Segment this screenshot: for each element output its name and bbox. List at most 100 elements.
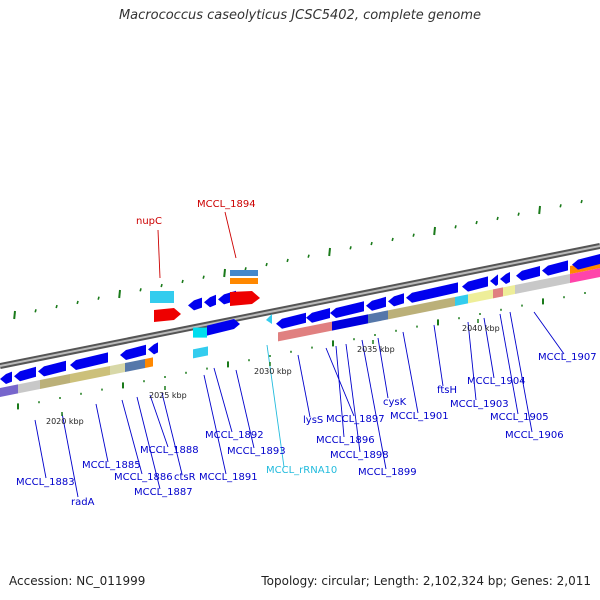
gene-label: ftsH: [437, 385, 457, 396]
gene-steelblue: [230, 270, 258, 276]
gene-arrow: [148, 342, 158, 355]
outer-tick: [307, 254, 310, 258]
outer-tick: [181, 279, 184, 284]
gene-arrow: [462, 276, 488, 292]
gene-arrow: [70, 352, 108, 370]
scale-labels: 2020 kbp 2025 kbp 2030 kbp 2035 kbp 2040 kbp: [46, 319, 500, 426]
mccl1894-arrow: [230, 291, 260, 306]
gene-label: MCCL_rRNA10: [266, 465, 337, 476]
tick-marks: [13, 199, 586, 410]
topology-text: Topology: circular; Length: 2,102,324 bp…: [261, 574, 591, 588]
leader-line: [335, 345, 345, 438]
leader-line: [533, 311, 565, 355]
outer-tick: [328, 247, 331, 257]
gene-label: MCCL_1904: [467, 376, 526, 387]
outer-tick: [496, 216, 499, 221]
outer-tick: [412, 233, 415, 237]
scale-label: 2030 kbp: [254, 367, 292, 376]
leader-line: [433, 324, 444, 387]
gene-arrow: [38, 360, 66, 377]
gene-label: MCCL_1893: [227, 446, 286, 457]
gene-arrow: [516, 266, 540, 281]
track-olive: [40, 374, 70, 389]
gene-label: lysS: [303, 415, 323, 426]
leader-line: [499, 313, 519, 415]
scale-label: 2020 kbp: [46, 417, 84, 426]
leader-line: [361, 339, 387, 470]
gene-arrow: [0, 371, 12, 384]
leader-line: [345, 343, 361, 453]
gene-arrow: [14, 366, 36, 382]
outer-tick: [517, 212, 520, 216]
gene-arrow: [388, 293, 404, 307]
leader-line: [213, 367, 233, 433]
gene-arrow: [204, 294, 216, 308]
gene-label: cysK: [383, 397, 407, 408]
leader-line: [61, 412, 79, 498]
track-grey: [515, 274, 570, 294]
track-blue: [332, 314, 368, 331]
gene-arrow: [120, 344, 146, 360]
gene-label: MCCL_1885: [82, 460, 141, 471]
leader-line: [297, 354, 311, 418]
scale-label: 2035 kbp: [357, 345, 395, 354]
leader-line: [95, 403, 109, 463]
gene-label: MCCL_1907: [538, 352, 597, 363]
leader-line: [467, 321, 477, 401]
outer-tick: [202, 275, 205, 279]
gene-label: MCCL_1892: [205, 430, 264, 441]
gene-label: MCCL_1901: [390, 411, 449, 422]
gene-orange: [230, 278, 258, 284]
gene-label: MCCL_1887: [134, 487, 193, 498]
track-purple: [0, 384, 18, 397]
track-magenta: [570, 268, 600, 283]
outer-tick: [580, 199, 583, 204]
leader-line: [157, 229, 161, 279]
gene-arrow: [500, 272, 510, 284]
gene-label: MCCL_1898: [330, 450, 389, 461]
gene-label: MCCL_1899: [358, 467, 417, 478]
gene-arrow: [207, 319, 240, 336]
outer-tick: [265, 262, 268, 267]
gene-label: MCCL_1894: [197, 199, 256, 210]
accession-text: Accession: NC_011999: [9, 574, 146, 588]
gene-arrow: [188, 297, 202, 311]
leader-line: [34, 419, 47, 479]
gene-arrow: [366, 296, 386, 311]
track-steelblue: [368, 310, 388, 324]
gene-label: MCCL_1891: [199, 472, 258, 483]
gene-label: MCCL_1883: [16, 477, 75, 488]
gene-label: MCCL_1903: [450, 399, 509, 410]
scale-label: 2040 kbp: [462, 324, 500, 333]
outer-tick: [454, 225, 457, 229]
outer-tick: [55, 304, 58, 309]
track-tan: [110, 363, 125, 375]
outer-tick: [349, 246, 352, 250]
gene-label: MCCL_1886: [114, 472, 173, 483]
gene-label: MCCL_1906: [505, 430, 564, 441]
nupC-cyan: [150, 291, 174, 303]
outer-tick: [370, 241, 373, 246]
gene-label: MCCL_1888: [140, 445, 199, 456]
leader-line: [203, 374, 227, 475]
gene-arrow: [330, 301, 364, 318]
gene-label: MCCL_1905: [490, 412, 549, 423]
leader-line: [325, 347, 355, 417]
map-title: Macrococcus caseolyticus JCSC5402, compl…: [118, 8, 482, 23]
outer-tick: [34, 309, 37, 313]
leader-line: [149, 394, 169, 448]
outer-tick: [244, 267, 247, 271]
gene-arrow-cyan: [193, 327, 207, 338]
gene-arrow: [542, 260, 568, 276]
gene-arrow: [406, 282, 458, 303]
outer-tick: [160, 283, 163, 288]
gene-label: nupC: [136, 216, 162, 227]
gene-label: radA: [71, 497, 95, 508]
outer-tick: [286, 258, 289, 263]
outer-tick: [559, 204, 562, 208]
track-cyan: [193, 346, 208, 359]
leader-line: [483, 317, 495, 379]
gene-arrow: [572, 254, 600, 270]
track-olive: [70, 366, 110, 383]
